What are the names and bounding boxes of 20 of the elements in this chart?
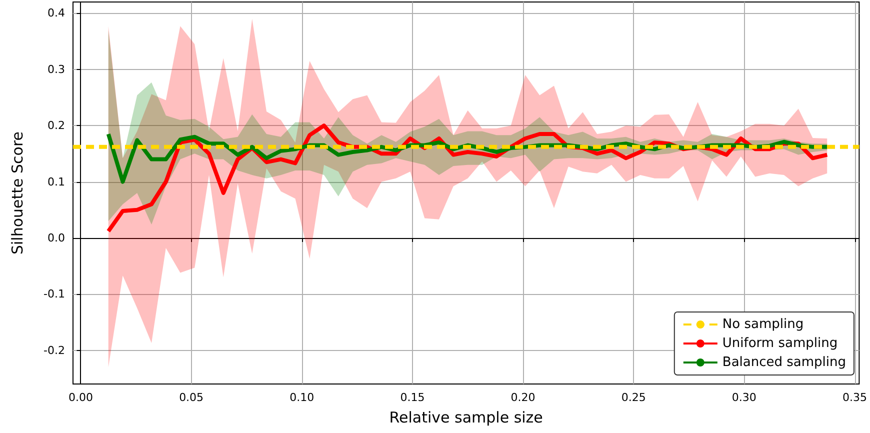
legend-label: No sampling [722,317,804,332]
x-tick-label: 0.05 [179,391,204,404]
x-tick-label: 0.25 [621,391,646,404]
y-tick-label: 0.3 [48,62,65,76]
y-axis-title: Silhouette Score [8,131,26,255]
x-tick-label: 0.15 [400,391,425,404]
legend-label: Balanced sampling [722,355,846,370]
x-axis-title: Relative sample size [389,408,543,426]
x-tick-label: 0.10 [290,391,314,404]
x-tick-label: 0.20 [510,391,536,404]
y-tick-label: -0.2 [44,344,65,357]
x-tick-label: 0.00 [68,391,93,404]
legend-label: Uniform sampling [722,336,838,351]
y-tick-label: 0.0 [48,231,65,244]
y-tick-label: -0.1 [44,288,65,301]
y-tick-label: 0.4 [48,6,65,20]
x-tick-label: 0.35 [842,391,868,404]
y-tick-label: 0.2 [48,119,65,132]
y-tick-label: 0.1 [48,175,65,188]
x-tick-label: 0.30 [732,391,756,404]
